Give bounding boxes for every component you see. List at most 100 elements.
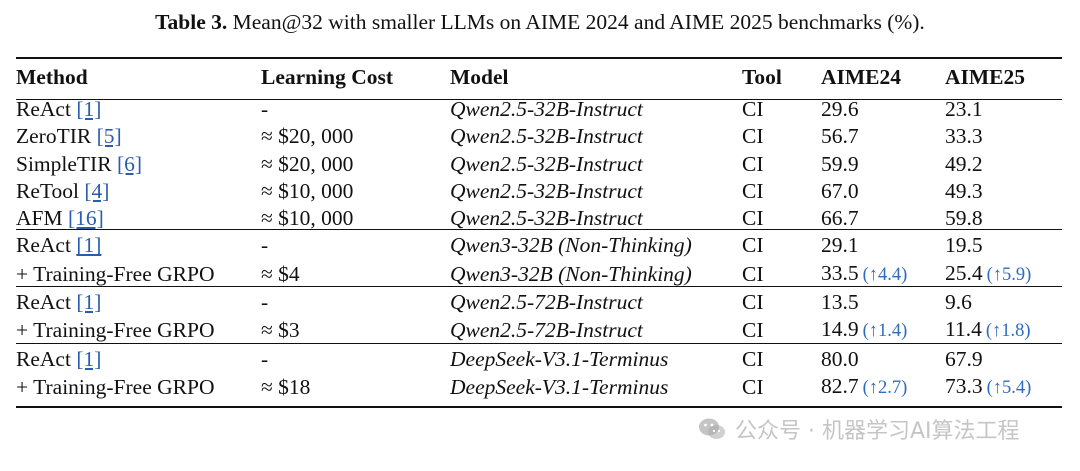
cell-aime25: 59.8 [945,205,1062,232]
group-separator-rule [16,286,1062,287]
cell-aime25: 33.3 [945,123,1062,150]
table-row: AFM [16] ≈ $10, 000 Qwen2.5-32B-Instruct CI… [16,205,1062,232]
cell-method: AFM [16] [16,205,261,232]
cell-aime24: 80.0 [821,346,945,373]
score-value: 80.0 [821,346,859,371]
table-row: ZeroTIR [5] ≈ $20, 000 Qwen2.5-32B-Instruc… [16,123,1062,150]
method-name: SimpleTIR [16,151,112,176]
cell-method: + Training-Free GRPO [16,373,261,402]
cell-learning-cost: ≈ $3 [261,318,300,343]
table-row: SimpleTIR [6] ≈ $20, 000 Qwen2.5-32B-Instr… [16,151,1062,178]
cell-method: SimpleTIR [6] [16,151,261,178]
citation-link[interactable]: [5] [96,124,122,149]
score-value: 25.4 [945,260,983,285]
method-name: + Training-Free GRPO [16,318,215,343]
col-header-learning-cost: Learning Cost [261,65,393,89]
score-value: 29.6 [821,97,859,121]
cell-model: Qwen2.5-32B-Instruct [450,151,643,176]
cell-aime25: 23.1 [945,96,1062,123]
score-value: 59.8 [945,206,983,231]
table-row: + Training-Free GRPO ≈ $18 DeepSeek-V3.1-T… [16,373,1062,402]
citation-link[interactable]: [16] [67,206,104,231]
cell-tool: CI [742,290,764,315]
watermark: 公众号 · 机器学习AI算法工程 [697,412,1020,446]
cell-learning-cost: - [261,290,269,315]
citation-link[interactable]: [6] [116,151,143,176]
score-value: 9.6 [945,290,972,315]
top-rule [16,57,1062,59]
cell-tool: CI [742,178,764,203]
score-value: 59.9 [821,151,859,176]
cell-tool: CI [742,233,764,258]
table-row: + Training-Free GRPO ≈ $3 Qwen2.5-72B-Inst… [16,316,1062,345]
cell-aime24: 67.0 [821,178,945,205]
cell-method: + Training-Free GRPO [16,260,261,289]
cell-tool: CI [742,151,764,176]
cell-aime25: 49.3 [945,178,1062,205]
cell-model: Qwen2.5-32B-Instruct [450,206,643,231]
cell-aime24: 14.9 (↑1.4) [821,316,945,345]
score-value: 33.3 [945,124,983,149]
cell-aime24: 33.5 (↑4.4) [821,260,945,289]
score-value: 66.7 [821,206,859,231]
cell-tool: CI [742,346,764,371]
score-improvement: (↑5.9) [986,264,1032,285]
cell-method: ReAct [1] [16,96,261,123]
method-name: AFM [16,206,63,231]
header-rule [16,99,1062,100]
cell-learning-cost: ≈ $20, 000 [261,151,354,176]
cell-aime24: 82.7 (↑2.7) [821,373,945,402]
cell-tool: CI [742,124,764,149]
method-name: ReAct [16,290,71,315]
score-improvement: (↑2.7) [862,377,908,398]
group-separator-rule [16,229,1062,230]
cell-method: ReTool [4] [16,178,261,205]
score-value: 11.4 [945,317,982,342]
cell-aime24: 29.1 [821,232,945,259]
cell-learning-cost: ≈ $10, 000 [261,178,354,203]
score-value: 13.5 [821,290,859,315]
cell-aime24: 66.7 [821,205,945,232]
cell-aime25: 9.6 [945,289,1062,316]
score-value: 49.3 [945,178,983,203]
results-table: Method Learning Cost Model Tool AIME24 A… [16,58,1062,402]
citation-link[interactable]: [1] [76,346,102,371]
table-row: ReAct [1] - Qwen2.5-72B-Instruct CI 13.5 9.6 [16,289,1062,316]
col-header-aime25: AIME25 [945,65,1026,89]
score-value: 19.5 [945,233,983,258]
table-row: ReAct [1] - DeepSeek-V3.1-Terminus CI 80.0 67… [16,346,1062,373]
score-value: 67.0 [821,178,859,203]
wechat-icon [699,418,725,439]
method-name: ReAct [16,346,71,371]
table-row: ReAct [1] - Qwen2.5-32B-Instruct CI 29.6 23.1 [16,96,1062,123]
citation-link[interactable]: [1] [76,97,102,121]
score-value: 67.9 [945,346,983,371]
cell-aime24: 13.5 [821,289,945,316]
score-value: 23.1 [945,97,983,121]
citation-link[interactable]: [4] [84,178,110,203]
method-name: + Training-Free GRPO [16,261,215,286]
citation-link[interactable]: [1] [76,233,102,258]
cell-aime25: 25.4 (↑5.9) [945,260,1062,289]
method-name: + Training-Free GRPO [16,374,215,399]
bottom-rule [16,406,1062,408]
cell-model: DeepSeek-V3.1-Terminus [450,346,669,371]
table-body: ReAct [1] - Qwen2.5-32B-Instruct CI 29.6 23.1… [16,96,1062,402]
score-value: 49.2 [945,151,983,176]
cell-aime24: 56.7 [821,123,945,150]
score-improvement: (↑1.4) [862,321,908,342]
citation-link[interactable]: [1] [76,290,102,315]
cell-learning-cost: ≈ $4 [261,261,300,286]
caption-label: Table 3. [155,10,228,34]
cell-tool: CI [742,261,764,286]
cell-model: Qwen3-32B (Non-Thinking) [450,261,692,286]
cell-aime25: 11.4 (↑1.8) [945,316,1062,345]
cell-aime24: 59.9 [821,151,945,178]
col-header-model: Model [450,65,509,89]
cell-learning-cost: - [261,233,269,258]
score-value: 73.3 [945,373,983,398]
table-row: + Training-Free GRPO ≈ $4 Qwen3-32B (Non-T… [16,260,1062,289]
group-separator-rule [16,343,1062,344]
cell-learning-cost: - [261,346,269,371]
score-value: 29.1 [821,233,859,258]
